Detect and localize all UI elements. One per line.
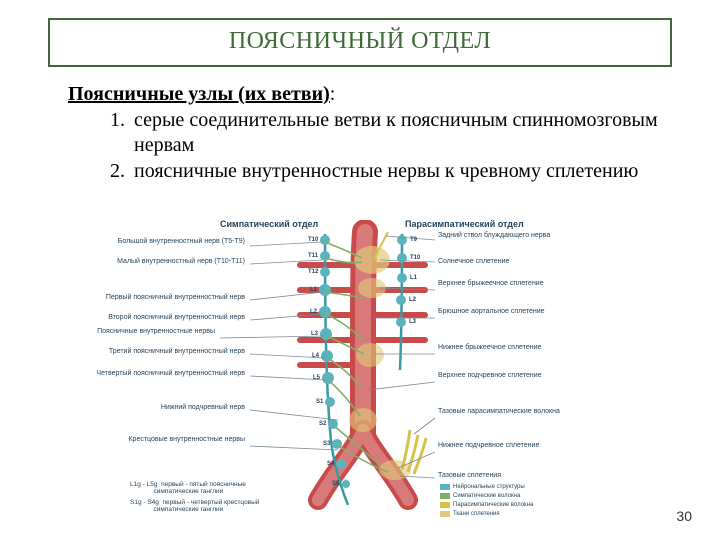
segment-label: S4: [327, 461, 334, 467]
segment-label: T10: [308, 237, 318, 243]
diagram-label-right: Тазовые парасимпатические волокна: [438, 408, 560, 415]
segment-label: L5: [313, 375, 320, 381]
diagram-label-right: Нижнее брыжеечное сплетение: [438, 344, 541, 351]
diagram-label-right: Тазовые сплетения: [438, 472, 501, 479]
diagram-label-left: Малый внутренностный нерв (T10-T11): [117, 258, 245, 265]
diagram-header-right: Парасимпатический отдел: [405, 220, 524, 229]
body-text: Поясничные узлы (их ветви): серые соедин…: [68, 82, 668, 186]
subtitle: Поясничные узлы (их ветви): [68, 83, 330, 105]
diagram-footnote: S1g - S4g первый - четвертый крестцовый …: [130, 500, 259, 514]
legend-row: Симпатические волокна: [440, 493, 520, 499]
segment-label: L3: [409, 319, 416, 325]
diagram-header-left: Симпатический отдел: [220, 220, 318, 229]
diagram-label-left: Первый поясничный внутренностный нерв: [106, 294, 245, 301]
points-list: серые соединительные ветви к поясничным …: [68, 108, 668, 183]
legend-swatch-icon: [440, 502, 450, 508]
diagram-label-left: Крестцовые внутренностные нервы: [128, 436, 245, 443]
legend-row: Нейрональные структуры: [440, 484, 525, 490]
segment-label: T10: [410, 255, 420, 261]
diagram-label-right: Верхнее подчревное сплетение: [438, 372, 542, 379]
segment-label: L2: [310, 309, 317, 315]
segment-label: S1: [316, 399, 323, 405]
diagram-label-right: Верхнее брыжеечное сплетение: [438, 280, 544, 287]
diagram-label-left: Второй поясничный внутренностный нерв: [108, 314, 245, 321]
diagram-footnote: L1g - L5g первый - пятый поясничные симп…: [130, 482, 246, 496]
subtitle-colon: :: [330, 83, 336, 105]
legend-swatch-icon: [440, 484, 450, 490]
legend-label: Ткани сплетения: [453, 511, 500, 517]
diagram-label-right: Задний ствол блуждающего нерва: [438, 232, 550, 239]
segment-label: S5: [332, 481, 339, 487]
list-item: серые соединительные ветви к поясничным …: [130, 108, 668, 157]
segment-label: T11: [308, 253, 318, 259]
title-box: ПОЯСНИЧНЫЙ ОТДЕЛ: [48, 18, 672, 67]
anatomy-diagram: Симпатический отдел Парасимпатический от…: [130, 220, 590, 520]
legend-swatch-icon: [440, 493, 450, 499]
slide-title: ПОЯСНИЧНЫЙ ОТДЕЛ: [229, 28, 491, 54]
diagram-label-left: Четвертый поясничный внутренностный нерв: [96, 370, 245, 377]
legend-label: Симпатические волокна: [453, 493, 520, 499]
diagram-label-left: Поясничные внутренностные нервы: [97, 328, 215, 335]
segment-label: T12: [308, 269, 318, 275]
segment-label: L4: [312, 353, 319, 359]
segment-label: L2: [409, 297, 416, 303]
list-item: поясничные внутренностные нервы к чревно…: [130, 159, 668, 183]
diagram-label-left: Нижний подчревный нерв: [161, 404, 245, 411]
legend-label: Нейрональные структуры: [453, 484, 525, 490]
segment-label: L1: [310, 287, 317, 293]
legend-row: Ткани сплетения: [440, 511, 500, 517]
diagram-label-right: Солнечное сплетение: [438, 258, 509, 265]
segment-label: L1: [410, 275, 417, 281]
segment-label: S3: [323, 441, 330, 447]
diagram-label-left: Большой внутренностный нерв (T5-T9): [118, 238, 245, 245]
segment-label: T9: [410, 237, 417, 243]
page-number: 30: [676, 508, 692, 524]
diagram-label-left: Третий поясничный внутренностный нерв: [109, 348, 245, 355]
legend-label: Парасимпатические волокна: [453, 502, 533, 508]
diagram-label-right: Брюшное аортальное сплетение: [438, 308, 545, 315]
segment-label: S2: [319, 421, 326, 427]
segment-label: L3: [311, 331, 318, 337]
legend-row: Парасимпатические волокна: [440, 502, 533, 508]
legend-swatch-icon: [440, 511, 450, 517]
diagram-label-right: Нижнее подчревное сплетение: [438, 442, 539, 449]
